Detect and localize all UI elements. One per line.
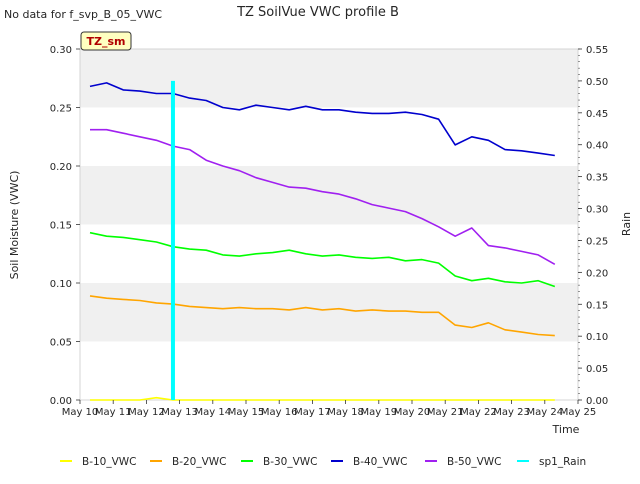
y-tick-label: 0.05: [50, 338, 72, 349]
y2-tick-label: 0.35: [586, 173, 608, 184]
y2-tick-label: 0.25: [586, 236, 608, 247]
x-tick-label: May 23: [493, 407, 530, 418]
x-tick-label: May 17: [294, 407, 331, 418]
legend-label: B-10_VWC: [82, 456, 137, 468]
y2-axis-label: Rain: [620, 212, 633, 236]
x-tick-label: May 18: [327, 407, 364, 418]
x-tick-label: May 14: [195, 407, 232, 418]
x-tick-label: May 25: [560, 407, 597, 418]
x-tick-label: May 10: [62, 407, 99, 418]
legend: B-10_VWC B-20_VWC B-30_VWC B-40_VWC B-50_VWC…: [60, 456, 586, 468]
x-tick-label: May 20: [394, 407, 431, 418]
y2-tick-label: 0.10: [586, 332, 608, 343]
x-tick-label: May 15: [228, 407, 265, 418]
legend-label: sp1_Rain: [539, 456, 586, 468]
y-tick-label: 0.30: [50, 45, 72, 56]
legend-item-sp1-rain: sp1_Rain: [517, 456, 586, 468]
plot-bands: [80, 49, 578, 342]
series-b-10-vwc-line: [90, 396, 555, 401]
legend-label: B-20_VWC: [172, 456, 227, 468]
site-badge: TZ_sm: [80, 31, 132, 51]
y2-tick-label: 0.00: [586, 396, 608, 407]
series-b-30-vwc-line: [89, 231, 556, 288]
legend-item-b-50-vwc: B-50_VWC: [425, 456, 502, 468]
series-b-20-vwc-line: [89, 295, 555, 337]
series-b-50-vwc-line: [90, 128, 556, 265]
y-axis-label: Soil Moisture (VWC): [8, 171, 21, 280]
x-tick-label: May 21: [427, 407, 464, 418]
y2-tick-label: 0.40: [586, 141, 608, 152]
no-data-note: No data for f_svp_B_05_VWC: [4, 8, 162, 21]
x-tick-label: May 24: [527, 407, 564, 418]
y-tick-label: 0.20: [50, 162, 72, 173]
series-b-40-vwc-line: [89, 82, 555, 157]
legend-item-b-40-vwc: B-40_VWC: [331, 456, 408, 468]
x-tick-label: May 13: [161, 407, 198, 418]
plot-band: [80, 166, 578, 225]
axes-layer: 0.00 0.05 0.10 0.15 0.20 0.25 0.30 0.00 0.05 0.10…: [50, 45, 609, 418]
y2-tick-label: 0.55: [586, 45, 608, 56]
plot-band: [80, 283, 578, 342]
x-tick-label: May 19: [361, 407, 398, 418]
series-layer: [89, 80, 556, 401]
x-tick-label: May 12: [128, 407, 165, 418]
site-badge-label: TZ_sm: [87, 35, 126, 48]
y-tick-label: 0.15: [50, 221, 72, 232]
x-axis-label: Time: [552, 423, 580, 436]
chart-title: TZ SoilVue VWC profile B: [236, 5, 399, 20]
x-tick-label: May 22: [460, 407, 497, 418]
x-tick-label: May 11: [95, 407, 132, 418]
y2-tick-label: 0.45: [586, 109, 608, 120]
legend-label: B-40_VWC: [353, 456, 408, 468]
y-tick-label: 0.00: [50, 396, 72, 407]
y2-tick-label: 0.15: [586, 300, 608, 311]
legend-item-b-10-vwc: B-10_VWC: [60, 456, 137, 468]
legend-item-b-20-vwc: B-20_VWC: [150, 456, 227, 468]
legend-label: B-30_VWC: [263, 456, 318, 468]
legend-item-b-30-vwc: B-30_VWC: [241, 456, 318, 468]
plot-band: [80, 49, 578, 108]
y-tick-label: 0.25: [50, 104, 72, 115]
y2-tick-label: 0.30: [586, 205, 608, 216]
y2-tick-label: 0.50: [586, 77, 608, 88]
y2-tick-label: 0.05: [586, 364, 608, 375]
legend-label: B-50_VWC: [447, 456, 502, 468]
x-tick-label: May 16: [261, 407, 298, 418]
y-tick-label: 0.10: [50, 279, 72, 290]
y2-tick-label: 0.20: [586, 268, 608, 279]
